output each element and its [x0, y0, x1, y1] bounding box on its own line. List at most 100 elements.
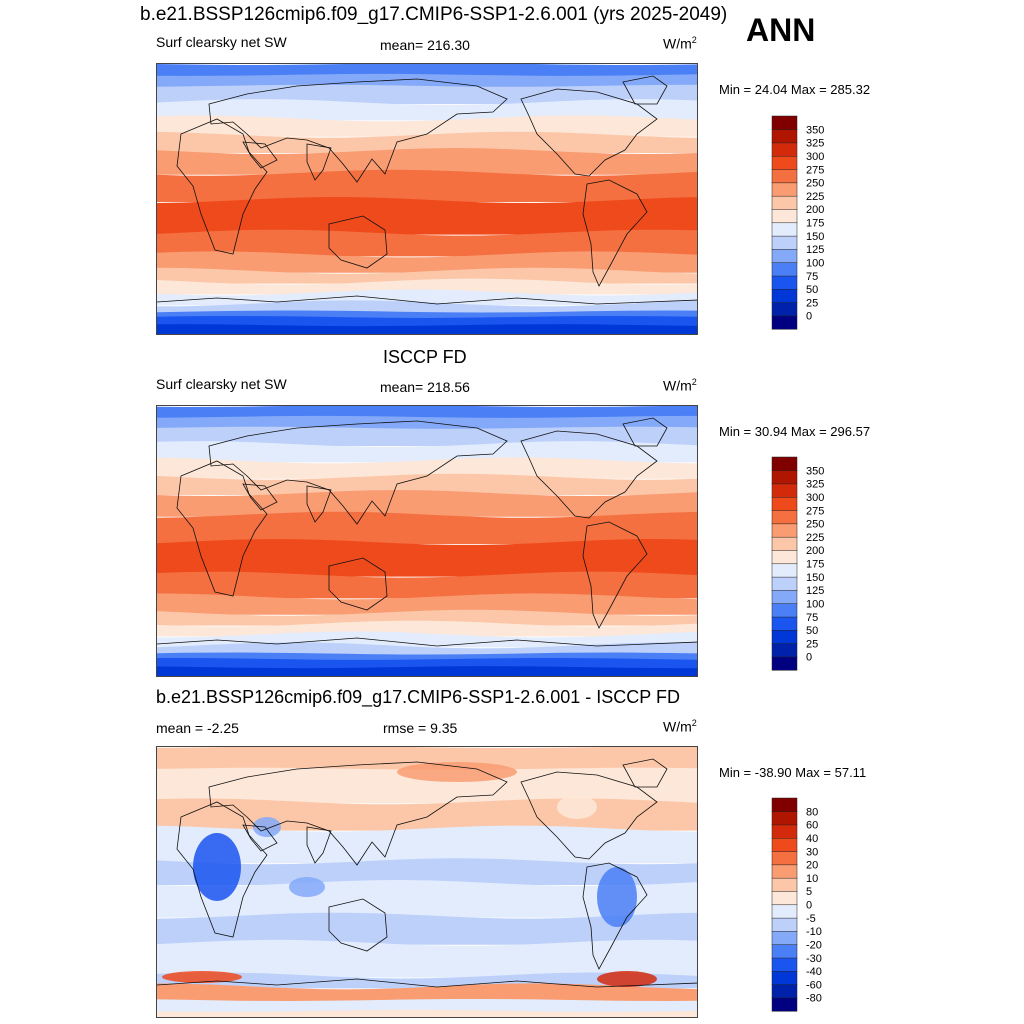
colorbar-bin [771, 797, 798, 812]
map-anomaly [397, 762, 517, 782]
colorbar-tick-label: 50 [806, 284, 818, 296]
colorbar-tick-label: 125 [806, 585, 824, 597]
coastline [328, 215, 388, 269]
map-band [157, 406, 697, 419]
coastline [520, 88, 658, 177]
colorbar-bin [771, 496, 798, 511]
panel-model-map [156, 63, 698, 335]
colorbar-tick-label: 300 [806, 492, 824, 504]
map-band [157, 473, 697, 495]
colorbar-tick-label: -30 [806, 953, 822, 965]
map-anomaly [162, 971, 242, 983]
coastline [520, 771, 658, 860]
map-band [157, 593, 697, 615]
map-band [157, 767, 697, 804]
coastline [242, 141, 278, 169]
panel-model-mean-label: mean= 216.30 [380, 37, 470, 53]
colorbar-bin [771, 957, 798, 972]
panel-diff-colorbar: -80 -60 -40 -30 -20 -10 -5 0 5 10 20 30 40 60 80 [771, 797, 832, 1012]
colorbar-tick-label: 350 [806, 465, 824, 477]
map-band [157, 642, 697, 656]
colorbar-bin [771, 603, 798, 618]
map-band [157, 131, 697, 153]
colorbar-bin [771, 824, 798, 839]
colorbar-bin [771, 864, 798, 879]
colorbar-tick-label: 175 [806, 218, 824, 230]
colorbar-bin [771, 456, 798, 471]
map-band [157, 858, 697, 885]
coastline [176, 460, 268, 597]
colorbar-tick-label: 150 [806, 231, 824, 243]
map-band [157, 490, 697, 517]
colorbar-tick-label: 0 [806, 652, 812, 664]
map-anomaly [253, 817, 281, 837]
colorbar-tick-label: 50 [806, 625, 818, 637]
map-band [157, 169, 697, 202]
coastline [306, 485, 332, 523]
coastline [157, 295, 697, 305]
colorbar-bin [771, 142, 798, 157]
map-band [157, 939, 697, 978]
colorbar-tick-label: 75 [806, 612, 818, 624]
colorbar-bin [771, 837, 798, 852]
colorbar-bin [771, 549, 798, 565]
main-title: b.e21.BSSP126cmip6.f09_g17.CMIP6-SSP1-2.… [140, 4, 728, 25]
map-anomaly [289, 877, 325, 897]
colorbar-tick-label: -5 [806, 913, 816, 925]
colorbar-tick-label: 250 [806, 519, 824, 531]
colorbar-bin [771, 182, 798, 197]
colorbar-tick-label: 100 [806, 257, 824, 269]
coastline [242, 824, 278, 852]
colorbar-bin [771, 997, 798, 1012]
colorbar-bin [771, 616, 798, 631]
panel-diff-map-svg [157, 747, 697, 1017]
colorbar-bin [771, 589, 798, 604]
map-band [157, 197, 697, 235]
panel-diff-units: W/m2 [663, 718, 697, 735]
colorbar-bin [771, 235, 798, 250]
map-band [157, 666, 697, 676]
colorbar-bin [771, 930, 798, 945]
map-band [157, 983, 697, 1002]
map-anomaly [193, 833, 241, 901]
colorbar-bin [771, 877, 798, 892]
colorbar-tick-label: 80 [806, 806, 818, 818]
panel-obs-map [156, 405, 698, 677]
colorbar-bin [771, 155, 798, 170]
colorbar-tick-label: 200 [806, 204, 824, 216]
colorbar-tick-label: 0 [806, 900, 812, 912]
colorbar-bin [771, 315, 798, 330]
map-anomaly [597, 867, 637, 927]
map-band [157, 457, 697, 479]
colorbar-tick-label: 225 [806, 532, 824, 544]
colorbar-tick-label: 275 [806, 505, 824, 517]
coastline [176, 118, 268, 255]
colorbar-tick-label: 25 [806, 297, 818, 309]
colorbar-tick-label: 325 [806, 479, 824, 491]
colorbar-tick-label: 5 [806, 886, 812, 898]
panel-diff-map [156, 746, 698, 1018]
coastline [582, 862, 648, 970]
map-band [157, 99, 697, 121]
coastline [328, 557, 388, 611]
colorbar-tick-label: -40 [806, 966, 822, 978]
coastline [622, 417, 668, 447]
colorbar-tick-label: 150 [806, 572, 824, 584]
colorbar-bin [771, 288, 798, 303]
map-anomaly [597, 971, 657, 987]
map-band [157, 229, 697, 257]
panel-obs-variable-label: Surf clearsky net SW [156, 376, 287, 392]
panel-obs-mean-label: mean= 218.56 [380, 379, 470, 395]
map-band [157, 267, 697, 284]
panel-model-minmax: Min = 24.04 Max = 285.32 [719, 82, 871, 97]
colorbar-tick-label: 30 [806, 846, 818, 858]
colorbar-bin [771, 115, 798, 130]
map-band [157, 658, 697, 670]
map-band [157, 278, 697, 295]
coastline [176, 801, 268, 938]
colorbar-tick-label: 40 [806, 833, 818, 845]
map-band [157, 441, 697, 463]
panel-model-units: W/m2 [663, 35, 697, 52]
